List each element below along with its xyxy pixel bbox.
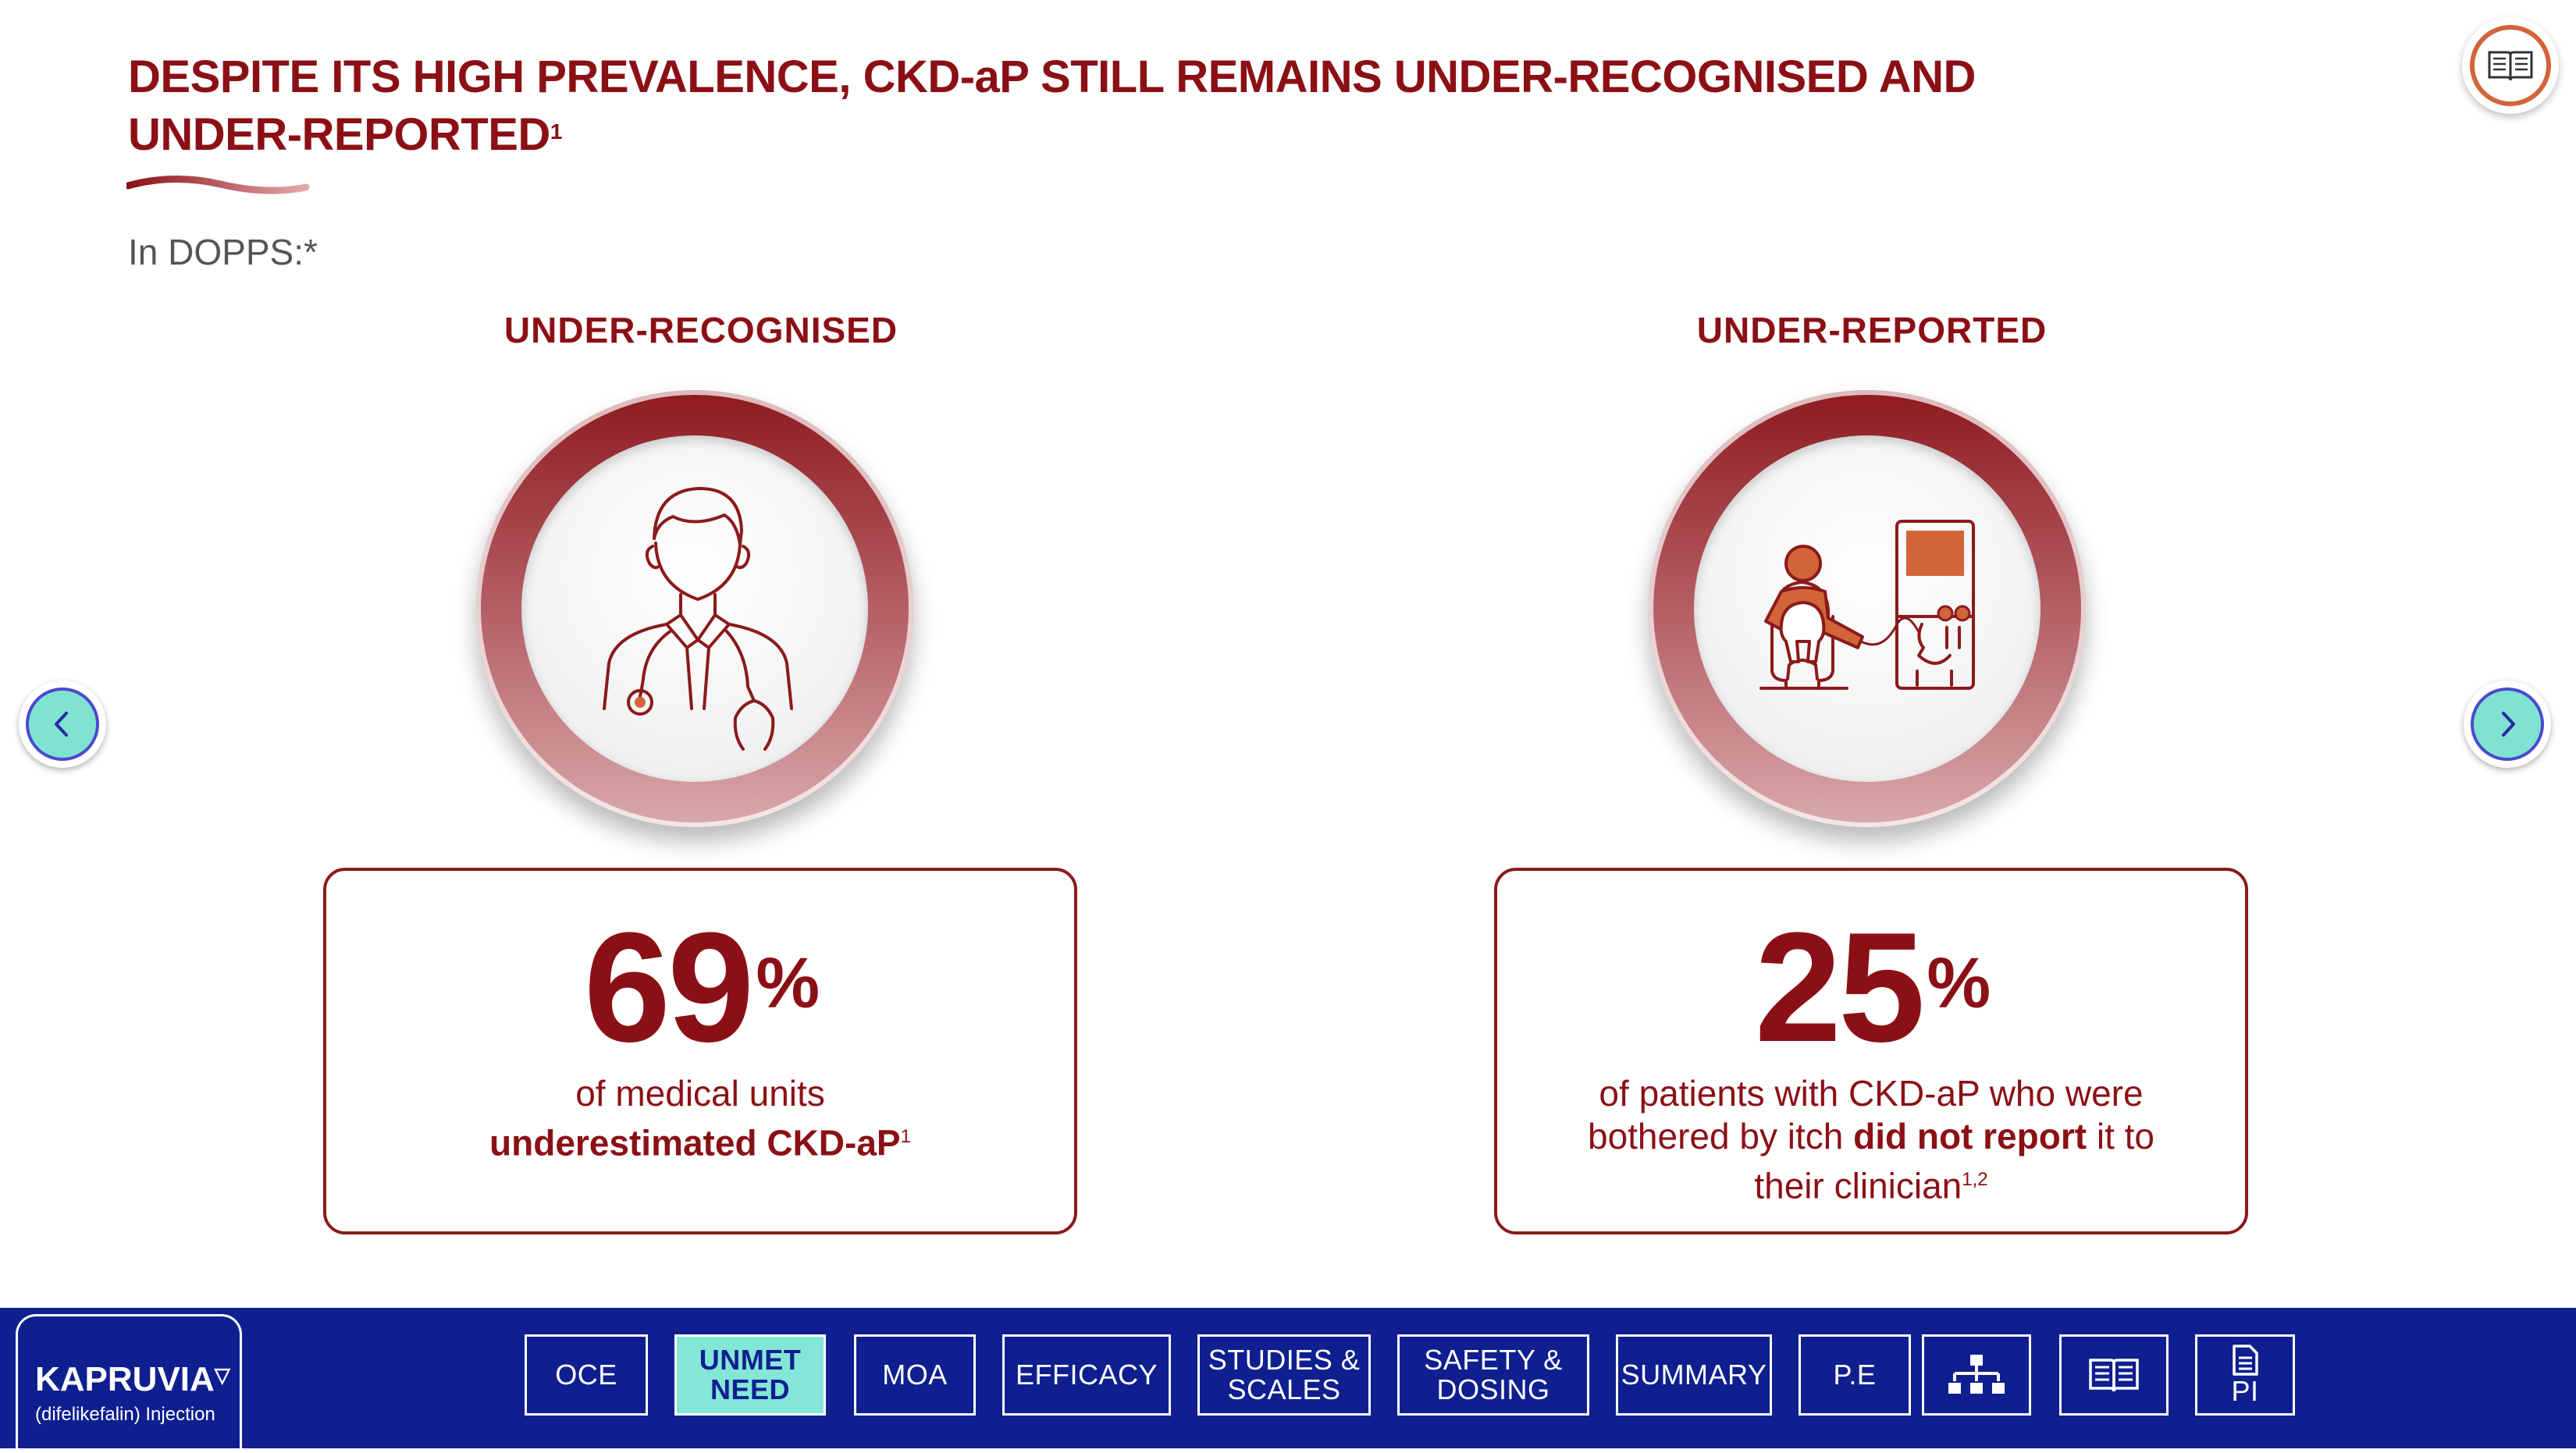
stat-unit: % [1927, 943, 1991, 1023]
tab-label: OCE [555, 1359, 617, 1391]
under-reported-medal [1649, 390, 2086, 827]
book-icon [2488, 51, 2533, 81]
title-line-1: DESPITE ITS HIGH PREVALENCE, CKD-aP STIL… [128, 52, 1976, 102]
stat-unit: % [756, 943, 820, 1023]
under-recognised-heading: UNDER-RECOGNISED [503, 310, 898, 350]
under-recognised-medal [476, 390, 913, 827]
under-recognised-stat-card: 69% of medical units underestimated CKD-… [323, 868, 1077, 1235]
tab-label: P.E [1833, 1359, 1877, 1391]
tab-oce[interactable]: OCE [525, 1334, 648, 1416]
tab-efficacy[interactable]: EFFICACY [1002, 1334, 1171, 1416]
references-book-icon [2089, 1359, 2139, 1392]
under-reported-value: 25% [1497, 910, 2245, 1066]
title-reference: 1 [550, 119, 563, 144]
tab-label: PI [2231, 1375, 2259, 1407]
tab-label: SUMMARY [1621, 1359, 1767, 1391]
desc-bold: did not report [1853, 1116, 2087, 1156]
tab-pi[interactable]: PI [2195, 1334, 2295, 1416]
desc-reference: 1,2 [1962, 1169, 1988, 1190]
under-reported-stat-card: 25% of patients with CKD-aP who were bot… [1494, 868, 2248, 1235]
tab-moa[interactable]: MOA [854, 1334, 976, 1416]
previous-slide-button[interactable] [19, 680, 106, 768]
tab-studies-scales[interactable]: STUDIES & SCALES [1197, 1334, 1371, 1416]
desc-text: it to [2087, 1116, 2154, 1156]
chevron-left-icon [55, 712, 68, 737]
tab-safety-dosing[interactable]: SAFETY & DOSING [1397, 1334, 1589, 1416]
desc-line: their clinician [1754, 1165, 1962, 1206]
under-recognised-description: of medical units underestimated CKD-aP1 [342, 1072, 1059, 1164]
desc-text: bothered by itch [1587, 1116, 1854, 1156]
tab-pe[interactable]: P.E [1799, 1334, 1911, 1416]
doctor-icon [603, 487, 793, 751]
references-button[interactable] [2462, 17, 2559, 114]
tab-references[interactable] [2059, 1334, 2169, 1416]
tab-label: EFFICACY [1015, 1359, 1158, 1391]
tab-label: NEED [710, 1373, 791, 1405]
chevron-right-icon [2502, 712, 2515, 737]
document-icon [2233, 1345, 2258, 1376]
title-line-2: UNDER-REPORTED [128, 109, 550, 160]
desc-reference: 1 [900, 1126, 911, 1147]
stat-value: 69 [583, 901, 754, 1075]
under-reported-description: of patients with CKD-aP who were bothere… [1513, 1072, 2229, 1207]
generic-name: (difelikefalin) Injection [35, 1404, 215, 1425]
subtitle: In DOPPS:* [128, 232, 318, 272]
under-reported-heading: UNDER-REPORTED [1696, 310, 2048, 350]
brand-mark: ▽ [214, 1363, 230, 1387]
tab-label: MOA [882, 1359, 948, 1391]
sitemap-icon [1948, 1355, 2005, 1394]
bottom-navigation-bar: KAPRUVIA▽ (difelikefalin) Injection [0, 1308, 2576, 1453]
tab-label: DOSING [1436, 1373, 1550, 1405]
brand-name: KAPRUVIA [35, 1360, 215, 1398]
next-slide-button[interactable] [2464, 680, 2551, 768]
under-recognised-value: 69% [326, 910, 1074, 1066]
desc-line: of patients with CKD-aP who were [1599, 1073, 2144, 1114]
tab-label: STUDIES & [1208, 1344, 1361, 1376]
tab-label: UNMET [699, 1344, 802, 1376]
tab-summary[interactable]: SUMMARY [1616, 1334, 1772, 1416]
desc-line: of medical units [575, 1073, 825, 1114]
tab-label: SCALES [1227, 1373, 1341, 1405]
tab-unmet-need[interactable]: UNMET NEED [674, 1334, 826, 1416]
desc-bold: underestimated CKD-aP [489, 1122, 901, 1163]
dialysis-patient-icon [1759, 520, 1975, 690]
stat-value: 25 [1754, 901, 1925, 1075]
tab-sitemap[interactable] [1922, 1334, 2031, 1416]
tab-label: SAFETY & [1424, 1344, 1563, 1376]
kapruvia-logo[interactable]: KAPRUVIA▽ (difelikefalin) Injection [16, 1314, 242, 1453]
page-title: DESPITE ITS HIGH PREVALENCE, CKD-aP STIL… [128, 48, 2080, 164]
title-underline-swoosh [126, 175, 310, 194]
